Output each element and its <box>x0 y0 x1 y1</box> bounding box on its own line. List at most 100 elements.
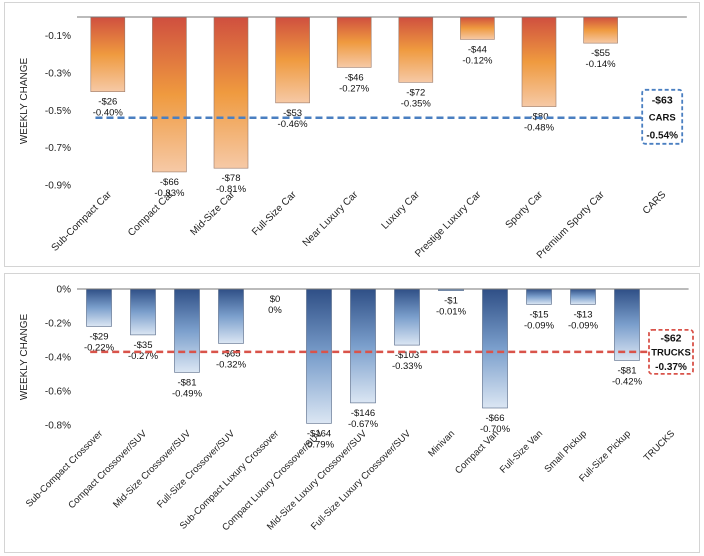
category-label: Full-Size Van <box>498 428 545 475</box>
average-dollar-label: -$63 <box>652 94 673 106</box>
average-percent-label: -0.54% <box>646 130 678 141</box>
average-dollar-label: -$62 <box>660 333 681 345</box>
bar <box>614 288 640 361</box>
cars-chart-panel: WEEKLY CHANGE -0.1% -0.3% -0.5% -0.7% -0.9% -$… <box>4 2 700 267</box>
bar-dollar-label: $0 <box>270 294 281 305</box>
y-tick-label: 0% <box>57 285 72 296</box>
y-axis-title: WEEKLY CHANGE <box>19 314 30 401</box>
bar-percent-label: -0.70% <box>480 424 511 435</box>
bar <box>90 16 126 92</box>
bar <box>398 16 434 83</box>
bar <box>350 288 376 404</box>
bar <box>336 16 372 68</box>
bar-dollar-label: -$66 <box>160 177 179 188</box>
category-label: Sub-Compact Crossover <box>24 428 105 509</box>
category-label: Full-Size Car <box>250 189 299 238</box>
bar <box>460 16 495 40</box>
bar-percent-label: -0.09% <box>568 320 599 331</box>
bar-percent-label: -0.49% <box>172 388 203 399</box>
category-label: Near Luxury Car <box>301 189 361 249</box>
bar-percent-label: -0.33% <box>392 361 423 372</box>
bar-percent-label: -0.67% <box>348 419 379 430</box>
trucks-chart-panel: WEEKLY CHANGE 0% -0.2% -0.4% -0.6% -0.8% -$29-… <box>4 273 700 553</box>
bar-percent-label: -0.27% <box>339 83 370 94</box>
bar <box>521 16 557 107</box>
bar-percent-label: -0.81% <box>216 184 247 195</box>
y-tick-label: -0.6% <box>45 387 71 398</box>
y-tick-label: -0.8% <box>45 421 71 432</box>
bar <box>306 288 332 424</box>
bar-dollar-label: -$53 <box>283 108 302 119</box>
bar-percent-label: 0% <box>268 305 282 316</box>
category-label: TRUCKS <box>642 428 677 463</box>
bar-dollar-label: -$81 <box>617 365 636 376</box>
bar-dollar-label: -$29 <box>89 331 108 342</box>
category-label: Sub-Compact Car <box>50 189 115 254</box>
average-name-label: TRUCKS <box>651 347 691 358</box>
category-label: Premium Sporty Car <box>535 189 607 261</box>
bar-percent-label: -0.01% <box>436 307 467 318</box>
bar-percent-label: -0.32% <box>216 359 247 370</box>
category-label: Sporty Car <box>504 189 546 231</box>
average-callout-box <box>648 329 694 375</box>
bar-percent-label: -0.09% <box>524 320 555 331</box>
bar-dollar-label: -$72 <box>406 87 425 98</box>
average-callout-box <box>641 88 684 145</box>
category-label: Minivan <box>426 428 457 459</box>
category-label: Prestige Luxury Car <box>413 189 484 260</box>
category-label: CARS <box>641 189 669 217</box>
bar <box>174 288 200 373</box>
bar <box>130 288 156 336</box>
bar-dollar-label: -$15 <box>529 309 548 320</box>
bar <box>275 16 310 104</box>
bar-dollar-label: -$66 <box>485 413 504 424</box>
bar <box>213 16 249 169</box>
bar-dollar-label: -$164 <box>307 428 331 439</box>
y-tick-label: -0.9% <box>45 181 71 192</box>
category-label: Full-Size Crossover/SUV <box>155 428 238 511</box>
bar-dollar-label: -$81 <box>177 377 196 388</box>
trucks-chart: WEEKLY CHANGE0%-0.2%-0.4%-0.6%-0.8%-$29-… <box>19 285 694 533</box>
bar-percent-label: -0.79% <box>304 439 335 450</box>
bar-percent-label: -0.46% <box>278 119 309 130</box>
bar-dollar-label: -$46 <box>345 72 364 83</box>
bar-dollar-label: -$1 <box>444 296 458 307</box>
category-label: Small Pickup <box>543 428 590 475</box>
bar-percent-label: -0.27% <box>128 351 159 362</box>
category-label: Compact Van <box>453 428 501 476</box>
average-percent-label: -0.37% <box>655 362 687 373</box>
bar-dollar-label: -$78 <box>221 173 240 184</box>
bar-percent-label: -0.35% <box>401 98 432 109</box>
bar-dollar-label: -$55 <box>591 48 610 59</box>
bar-dollar-label: -$103 <box>395 350 419 361</box>
bar <box>583 16 618 44</box>
average-name-label: CARS <box>649 112 676 123</box>
bar <box>394 288 420 346</box>
y-tick-label: -0.5% <box>45 106 71 117</box>
bar-dollar-label: -$26 <box>98 97 117 108</box>
bar-percent-label: -0.14% <box>586 59 617 70</box>
bar <box>86 288 112 327</box>
bar <box>526 288 552 305</box>
cars-chart: WEEKLY CHANGE -0.1% -0.3% -0.5% -0.7% -0.9% -$… <box>19 16 687 261</box>
category-label: Mid-Size Car <box>188 189 237 238</box>
bar <box>152 16 187 173</box>
bar-dollar-label: -$13 <box>573 309 592 320</box>
bar-percent-label: -0.22% <box>84 342 115 353</box>
bar-percent-label: -0.83% <box>154 188 185 199</box>
bar-percent-label: -0.40% <box>93 108 124 119</box>
category-label: Luxury Car <box>380 189 423 232</box>
y-tick-label: -0.3% <box>45 69 71 80</box>
bar-percent-label: -0.48% <box>524 123 555 134</box>
category-label: Compact Car <box>126 189 176 239</box>
y-tick-label: -0.4% <box>45 353 71 364</box>
bar-dollar-label: -$44 <box>468 44 487 55</box>
category-label: Mid-Size Crossover/SUV <box>111 428 194 511</box>
bar-dollar-label: -$35 <box>133 340 152 351</box>
y-axis-title: WEEKLY CHANGE <box>19 58 30 145</box>
bar-dollar-label: -$146 <box>351 408 375 419</box>
bar <box>482 288 508 409</box>
bar <box>218 288 244 344</box>
y-tick-label: -0.1% <box>45 31 71 42</box>
category-label: Compact Crossover/SUV <box>66 428 149 511</box>
